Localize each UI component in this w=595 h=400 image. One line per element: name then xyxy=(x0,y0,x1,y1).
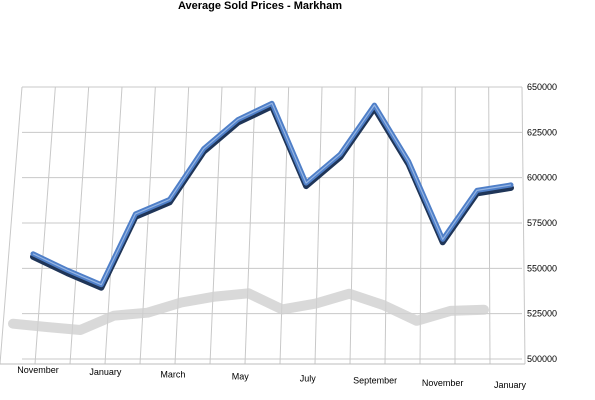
y-tick-label: 575000 xyxy=(527,218,557,228)
x-tick-label: November xyxy=(17,365,59,375)
x-tick-label: September xyxy=(353,376,397,386)
y-tick-label: 550000 xyxy=(527,263,557,273)
x-tick-label: March xyxy=(160,369,185,379)
x-tick-label: May xyxy=(232,371,250,381)
series-group xyxy=(30,100,514,291)
y-tick-label: 525000 xyxy=(527,309,557,319)
grid-line-vertical xyxy=(34,86,56,365)
x-tick-label: July xyxy=(300,374,317,384)
x-tick-label: January xyxy=(89,367,122,377)
y-tick-label: 600000 xyxy=(527,173,557,183)
x-tick-label: November xyxy=(422,378,464,388)
grid-line-vertical xyxy=(488,86,491,365)
grid-line-vertical xyxy=(69,86,90,365)
grid-line-vertical xyxy=(521,86,526,365)
y-tick-label: 625000 xyxy=(527,127,557,137)
y-axis-ticks: 500000 525000 550000 575000 600000 625000 6500… xyxy=(527,82,557,364)
series-shadow-line xyxy=(8,288,489,335)
y-tick-label: 500000 xyxy=(527,354,557,364)
grid-line-vertical xyxy=(174,86,190,365)
x-axis-ticks: November January March May July September Nove… xyxy=(17,365,526,390)
grid-line-vertical xyxy=(244,86,256,365)
series-shadow xyxy=(8,288,489,335)
grid-line-vertical xyxy=(314,86,323,365)
grid-line-vertical xyxy=(0,86,23,365)
y-tick-label: 650000 xyxy=(527,82,557,92)
x-tick-label: January xyxy=(494,380,527,390)
chart-title: Average Sold Prices - Markham xyxy=(177,0,343,12)
series-line-highlight xyxy=(32,102,512,286)
